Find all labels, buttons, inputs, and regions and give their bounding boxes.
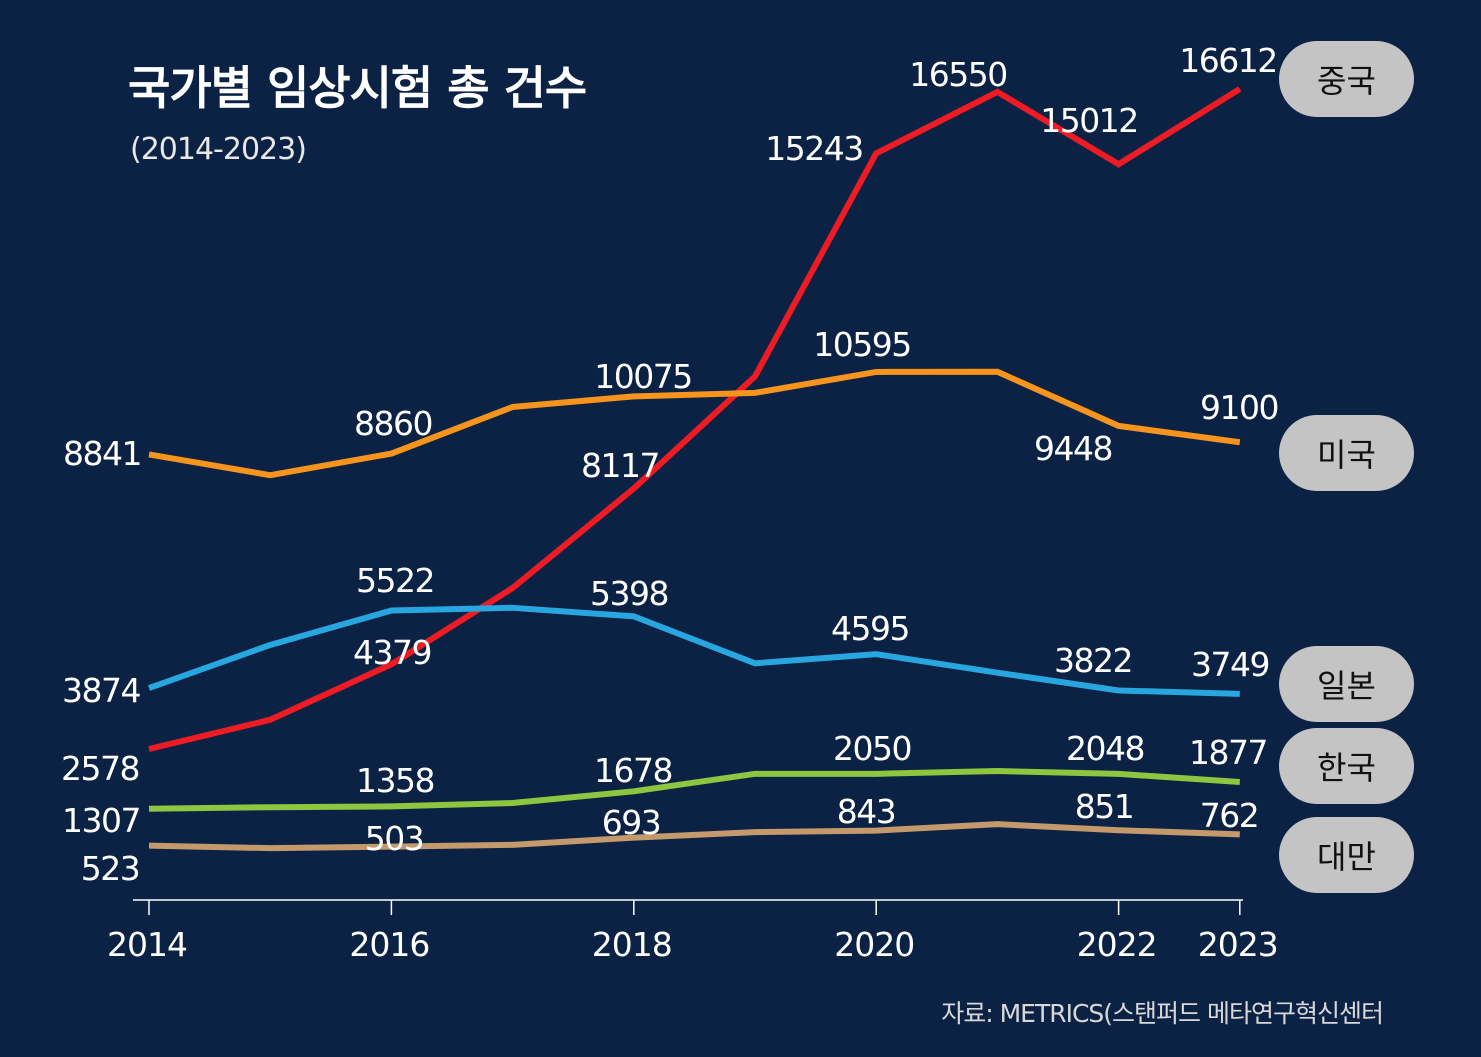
data-label-china: 15012 (1040, 101, 1137, 140)
legend-pill-korea: 한국 (1279, 728, 1414, 804)
data-label-japan: 5522 (356, 561, 434, 600)
series-line-taiwan (148, 821, 1240, 852)
series-line-japan (147, 604, 1240, 697)
data-label-korea: 1307 (62, 801, 140, 840)
data-label-taiwan: 851 (1075, 787, 1134, 826)
data-label-taiwan: 503 (365, 819, 424, 858)
series-line-china (148, 86, 1242, 752)
data-label-china: 16612 (1179, 41, 1276, 80)
legend-pill-china: 중국 (1279, 41, 1414, 117)
data-label-japan: 3749 (1191, 645, 1269, 684)
legend-pill-taiwan: 대만 (1279, 817, 1414, 893)
chart-title: 국가별 임상시험 총 건수 (128, 61, 587, 115)
x-tick-label: 2014 (107, 925, 187, 964)
data-label-taiwan: 762 (1200, 796, 1259, 835)
data-label-korea: 2050 (833, 729, 911, 768)
data-label-usa: 8841 (63, 434, 141, 473)
data-label-china: 8117 (581, 446, 659, 485)
x-tick-label: 2016 (349, 925, 429, 964)
chart-subtitle: (2014-2023) (130, 132, 307, 167)
series-line-usa (148, 368, 1241, 479)
data-label-china: 4379 (353, 633, 431, 672)
data-label-usa: 9448 (1034, 429, 1112, 468)
data-label-taiwan: 693 (602, 803, 661, 842)
legend-pill-japan: 일본 (1279, 646, 1414, 722)
x-tick-label: 2020 (834, 925, 914, 964)
data-label-china: 2578 (61, 749, 139, 788)
data-label-china: 15243 (765, 129, 862, 168)
data-label-usa: 9100 (1200, 388, 1278, 427)
data-label-taiwan: 843 (837, 792, 896, 831)
source-note: 자료: METRICS(스탠퍼드 메타연구혁신센터 (941, 999, 1384, 1028)
legend-pill-usa: 미국 (1279, 415, 1414, 491)
data-label-korea: 1678 (594, 751, 672, 790)
data-label-usa: 8860 (354, 404, 432, 443)
series-line-korea (148, 768, 1240, 812)
data-label-japan: 5398 (590, 574, 668, 613)
data-label-korea: 1358 (356, 761, 434, 800)
x-tick-label: 2022 (1077, 925, 1157, 964)
data-label-korea: 1877 (1189, 733, 1267, 772)
data-label-japan: 3822 (1054, 641, 1132, 680)
x-tick-label: 2023 (1198, 925, 1278, 964)
data-label-usa: 10595 (813, 325, 910, 364)
data-label-korea: 2048 (1066, 729, 1144, 768)
data-label-taiwan: 523 (81, 849, 140, 888)
data-label-japan: 3874 (62, 671, 140, 710)
data-label-usa: 10075 (594, 357, 691, 396)
x-tick-label: 2018 (592, 925, 672, 964)
data-label-china: 16550 (909, 55, 1006, 94)
data-label-japan: 4595 (831, 609, 909, 648)
